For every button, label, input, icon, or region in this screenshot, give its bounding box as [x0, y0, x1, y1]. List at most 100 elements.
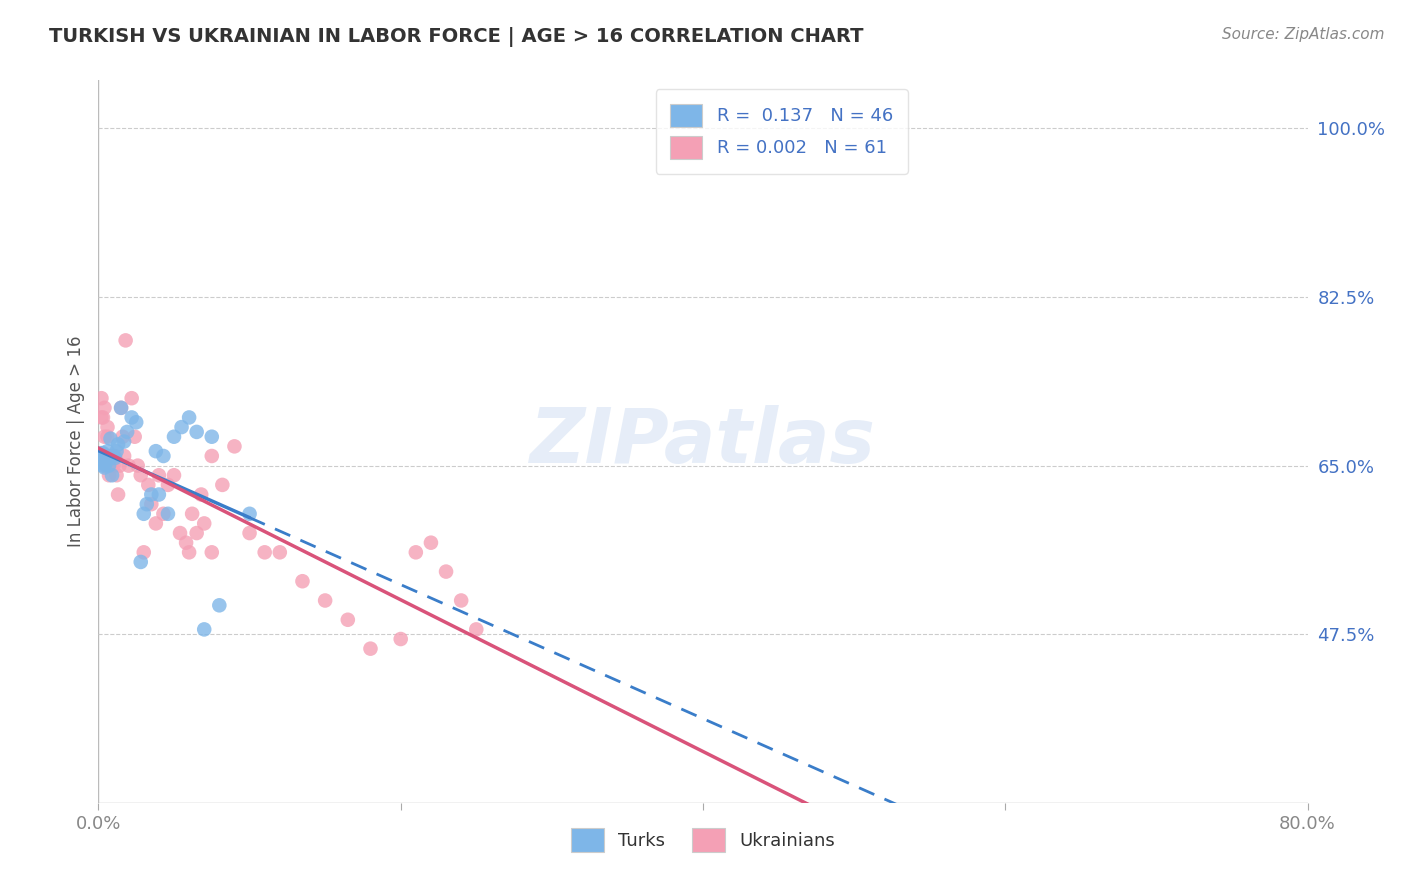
Text: TURKISH VS UKRAINIAN IN LABOR FORCE | AGE > 16 CORRELATION CHART: TURKISH VS UKRAINIAN IN LABOR FORCE | AG… — [49, 27, 863, 46]
Point — [103, 458, 125, 473]
Point — [465, 623, 488, 637]
Point — [107, 487, 129, 501]
Point — [124, 430, 146, 444]
Point — [148, 487, 170, 501]
Point — [132, 507, 155, 521]
Point — [141, 487, 163, 501]
Point — [121, 391, 143, 405]
Point — [190, 487, 212, 501]
Point — [111, 430, 134, 444]
Point — [174, 535, 197, 549]
Point — [108, 458, 131, 473]
Point — [314, 593, 336, 607]
Point — [98, 458, 121, 473]
Legend: Turks, Ukrainians: Turks, Ukrainians — [564, 822, 842, 859]
Point — [94, 450, 117, 465]
Point — [91, 446, 114, 460]
Point — [89, 449, 111, 463]
Point — [96, 449, 118, 463]
Point — [170, 420, 193, 434]
Point — [208, 599, 231, 613]
Point — [103, 449, 125, 463]
Point — [434, 565, 457, 579]
Point — [169, 526, 191, 541]
Point — [101, 468, 124, 483]
Point — [129, 468, 152, 483]
Point — [389, 632, 412, 646]
Point — [90, 450, 112, 465]
Point — [141, 497, 163, 511]
Point — [135, 497, 157, 511]
Point — [163, 468, 186, 483]
Point — [96, 430, 118, 444]
Point — [104, 450, 127, 465]
Point — [156, 478, 179, 492]
Point — [112, 434, 135, 449]
Point — [91, 410, 114, 425]
Point — [90, 391, 112, 405]
Point — [186, 526, 208, 541]
Point — [269, 545, 291, 559]
Point — [163, 430, 186, 444]
Point — [224, 439, 246, 453]
Point — [115, 425, 138, 439]
Point — [89, 449, 111, 463]
Point — [253, 545, 276, 559]
Text: ZIPatlas: ZIPatlas — [530, 405, 876, 478]
Point — [360, 641, 382, 656]
Point — [179, 545, 201, 559]
Point — [201, 449, 224, 463]
Point — [94, 456, 117, 470]
Point — [118, 458, 141, 473]
Point — [110, 401, 132, 415]
Point — [93, 457, 115, 471]
Point — [239, 507, 262, 521]
Point — [291, 574, 314, 589]
Point — [152, 449, 174, 463]
Point — [96, 420, 118, 434]
Point — [121, 410, 143, 425]
Point — [193, 516, 215, 531]
Point — [90, 410, 112, 425]
Point — [193, 623, 215, 637]
Point — [405, 545, 427, 559]
Point — [112, 449, 135, 463]
Point — [179, 410, 201, 425]
Point — [114, 334, 136, 348]
Point — [93, 460, 115, 475]
Point — [93, 451, 115, 466]
Point — [181, 507, 204, 521]
Point — [211, 478, 233, 492]
Point — [110, 401, 132, 415]
Point — [132, 545, 155, 559]
Point — [107, 437, 129, 451]
Point — [105, 468, 128, 483]
Point — [90, 446, 112, 460]
Point — [91, 458, 114, 473]
Text: Source: ZipAtlas.com: Source: ZipAtlas.com — [1222, 27, 1385, 42]
Point — [420, 535, 443, 549]
Point — [201, 545, 224, 559]
Point — [98, 468, 121, 483]
Point — [98, 454, 121, 468]
Point — [89, 447, 111, 461]
Point — [90, 454, 112, 468]
Point — [91, 449, 114, 463]
Point — [101, 458, 124, 473]
Point — [336, 613, 359, 627]
Point — [94, 458, 117, 473]
Point — [105, 444, 128, 458]
Point — [239, 526, 262, 541]
Point — [89, 449, 111, 463]
Point — [186, 425, 208, 439]
Point — [100, 449, 122, 463]
Point — [156, 507, 179, 521]
Point — [90, 450, 112, 465]
Point — [152, 507, 174, 521]
Point — [145, 516, 167, 531]
Point — [201, 430, 224, 444]
Point — [145, 444, 167, 458]
Point — [93, 401, 115, 415]
Point — [91, 449, 114, 463]
Point — [127, 458, 149, 473]
